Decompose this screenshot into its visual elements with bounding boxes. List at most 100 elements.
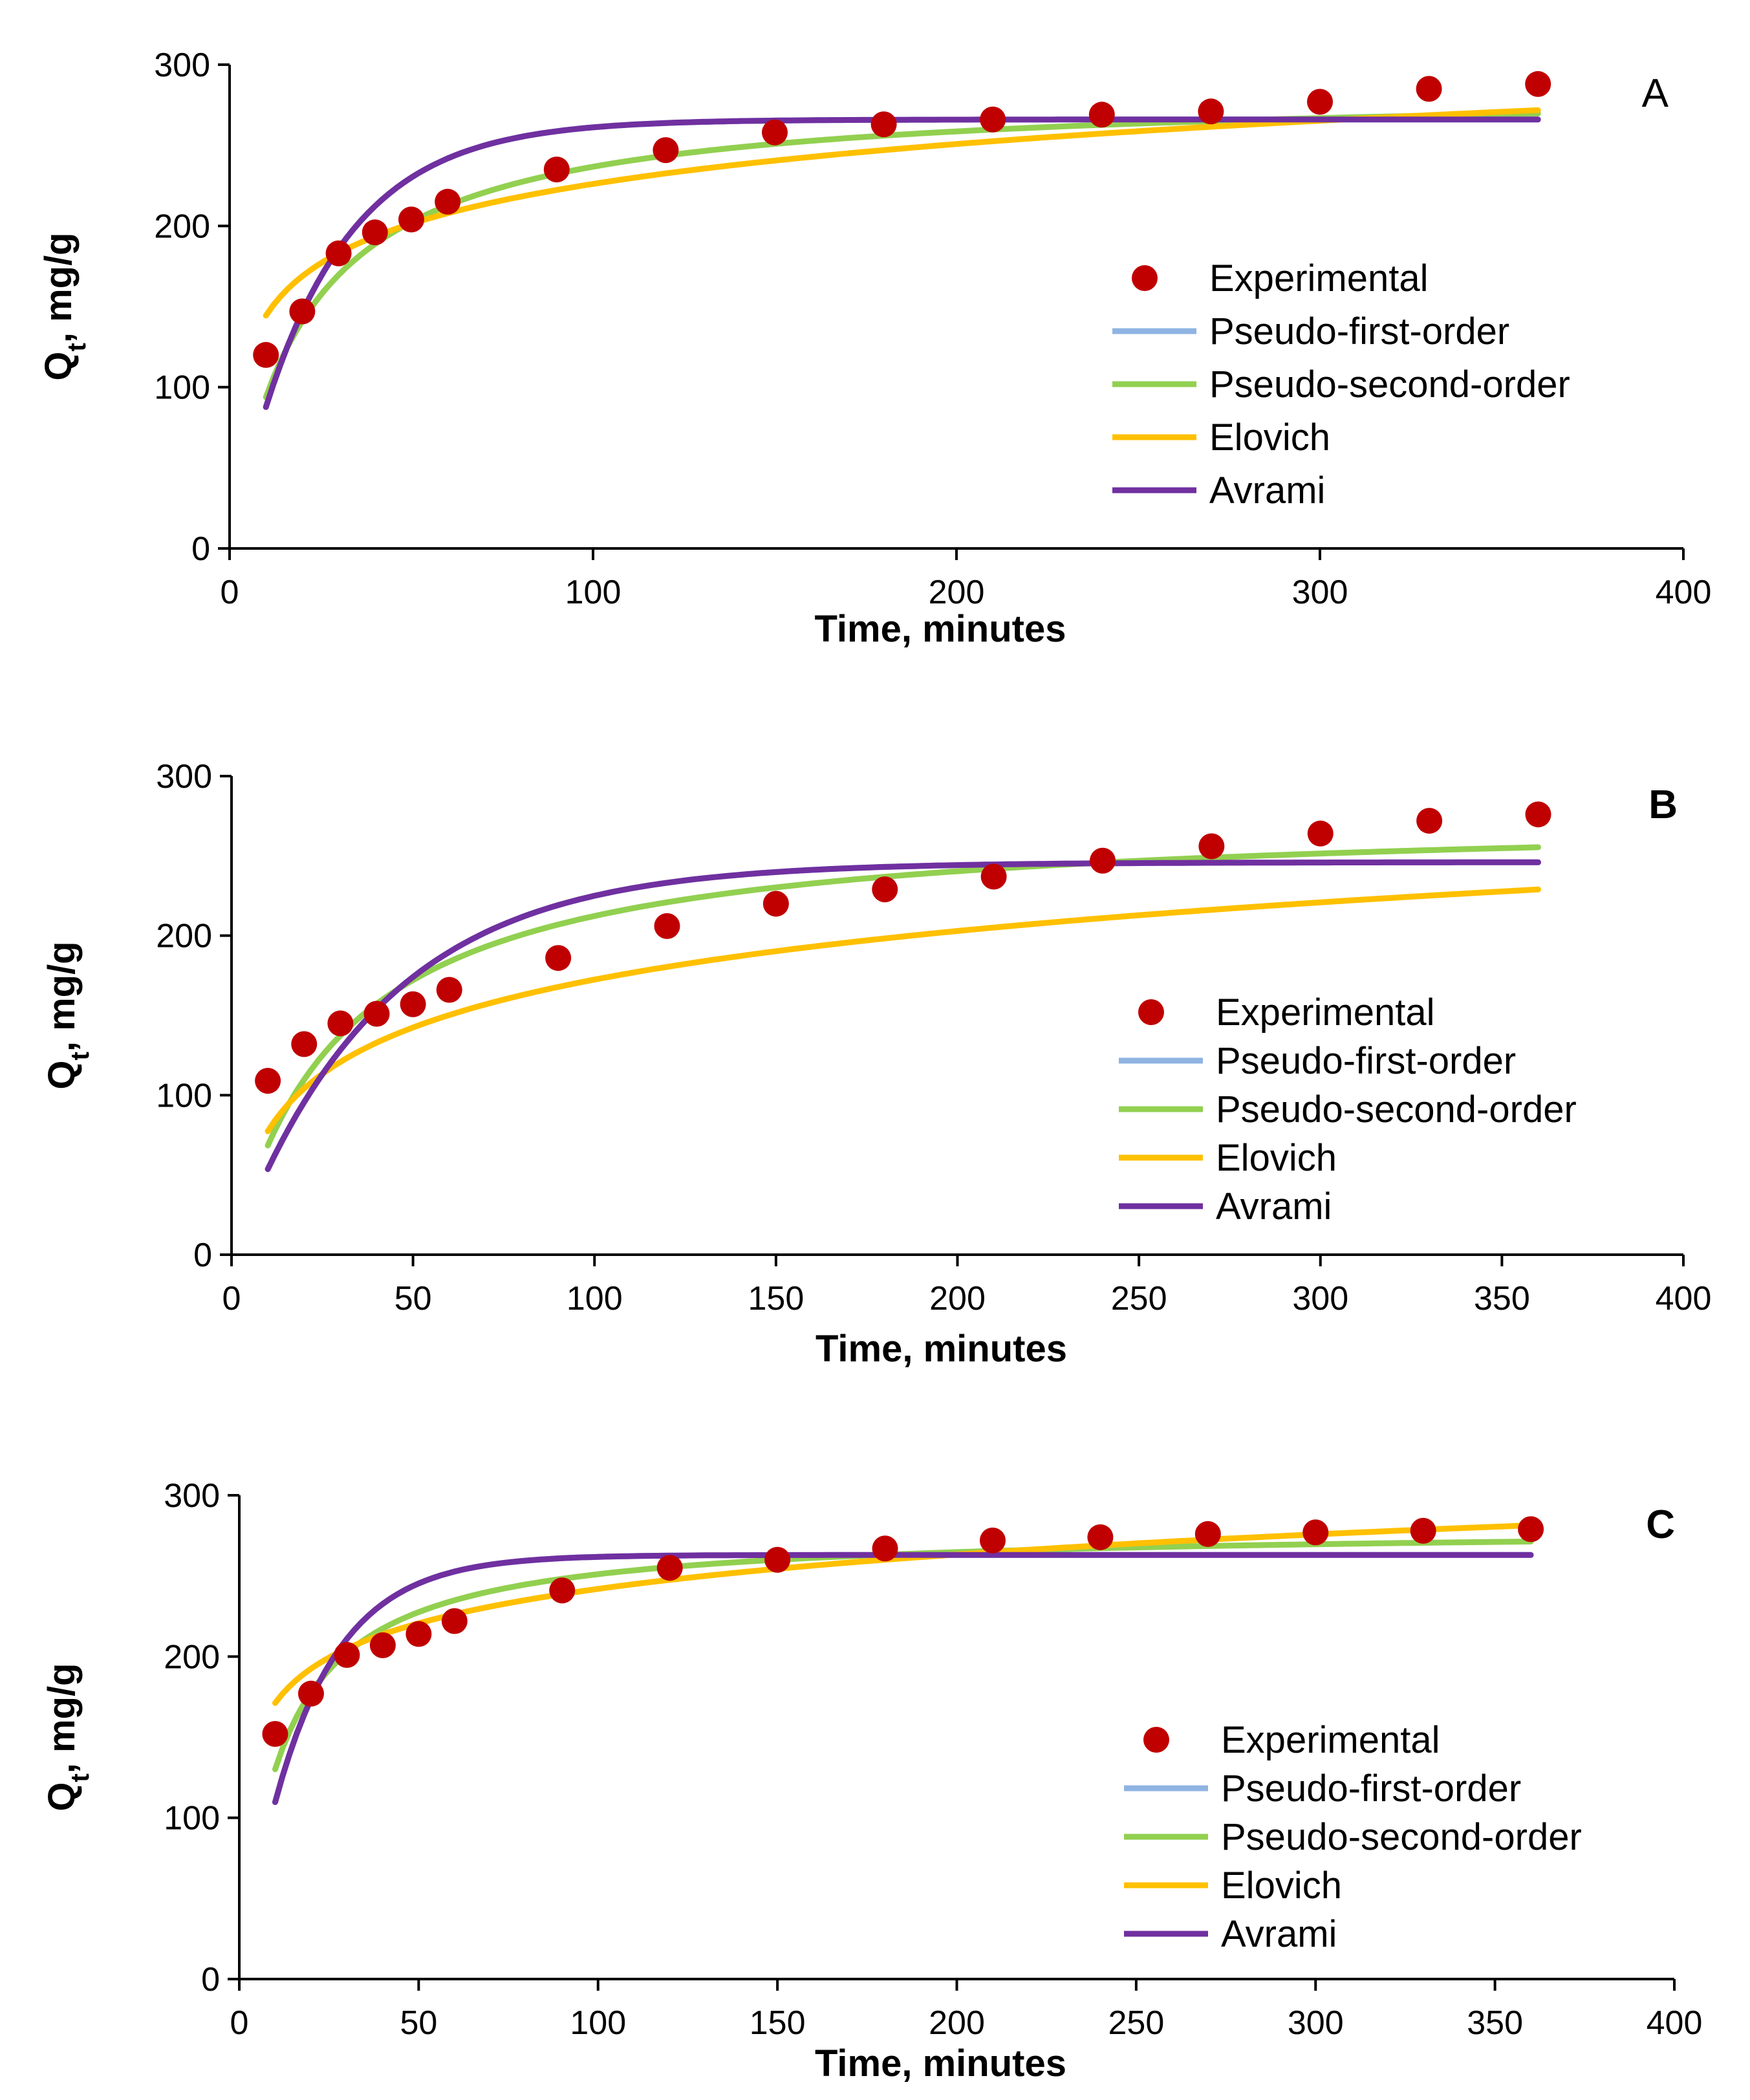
legend-label: Avrami [1209, 470, 1325, 512]
data-point-experimental [979, 1527, 1006, 1553]
y-tick-label: 100 [156, 1077, 212, 1114]
x-tick-label: 100 [570, 2004, 626, 2042]
y-axis-title-rest: , mg/g [41, 941, 83, 1052]
data-point-experimental [327, 1010, 354, 1037]
data-point-experimental [1525, 801, 1551, 828]
legend: Experimental Pseudo-first-order Pseudo-sec… [1124, 1719, 1582, 1955]
x-tick-label: 350 [1474, 1280, 1530, 1317]
y-axis-title: Qt, mg/g [41, 941, 94, 1089]
y-axis-title-main: Q [41, 1060, 83, 1089]
data-point-experimental [289, 298, 316, 325]
x-tick-label: 150 [750, 2004, 806, 2042]
legend-label: Pseudo-first-order [1216, 1040, 1516, 1082]
data-point-experimental [436, 977, 462, 1003]
legend-label: Avrami [1216, 1185, 1332, 1228]
y-tick-label: 100 [164, 1800, 220, 1837]
legend-marker-experimental [1143, 1727, 1169, 1753]
data-point-experimental [1518, 1516, 1544, 1543]
data-point-experimental [653, 137, 679, 164]
panel-label: B [1648, 783, 1678, 827]
data-point-experimental [1088, 102, 1115, 128]
curve-elovich [265, 886, 1541, 1134]
legend-marker-experimental [1138, 999, 1164, 1025]
data-point-experimental [363, 1001, 390, 1027]
curve-pseudo-second-order [265, 844, 1541, 1149]
legend-label: Elovich [1209, 417, 1330, 459]
x-tick-label: 400 [1647, 2004, 1703, 2042]
data-point-experimental [762, 891, 789, 917]
data-point-experimental [656, 1555, 683, 1581]
data-point-experimental [980, 106, 1006, 133]
curve-avrami [265, 859, 1541, 1173]
chart-panel-c: 0 100 200 300 0 50 100 150 200 250 300 350 400 Time, … [41, 1477, 1702, 2084]
y-tick-label: 300 [164, 1477, 220, 1515]
data-point-experimental [325, 240, 352, 266]
data-point-experimental [334, 1641, 360, 1668]
panel-label: C [1646, 1502, 1675, 1547]
legend-marker-experimental [1132, 265, 1158, 291]
x-tick-label: 0 [222, 1280, 241, 1317]
y-axis-title-sub: t [66, 1052, 94, 1060]
x-tick-label: 400 [1656, 1280, 1712, 1317]
data-point-experimental [398, 206, 424, 233]
x-tick-label: 250 [1111, 1280, 1167, 1317]
data-point-experimental [435, 188, 461, 215]
x-axis-title: Time, minutes [816, 1328, 1067, 1370]
legend: Experimental Pseudo-first-order Pseudo-sec… [1112, 257, 1570, 512]
x-tick-label: 350 [1467, 2004, 1523, 2042]
legend-label: Pseudo-first-order [1209, 310, 1509, 352]
data-point-experimental [255, 1068, 281, 1094]
x-tick-label: 0 [230, 2004, 249, 2042]
legend-label: Experimental [1216, 991, 1434, 1034]
data-point-experimental [1090, 847, 1116, 874]
data-point-experimental [441, 1608, 468, 1634]
chart-panel-a: 0 100 200 300 0 100 200 300 400 Time, minutes Qt, … [38, 47, 1711, 650]
data-point-experimental [764, 1546, 791, 1573]
x-tick-label: 400 [1656, 574, 1712, 611]
legend-label: Pseudo-second-order [1209, 363, 1570, 406]
data-point-experimental [1087, 1524, 1114, 1550]
data-point-experimental [545, 945, 572, 971]
data-point-experimental [405, 1621, 432, 1647]
y-axis-title-rest: , mg/g [41, 1663, 83, 1773]
y-tick-label: 200 [154, 208, 210, 245]
y-axis-title: Qt, mg/g [41, 1663, 94, 1811]
y-axis-title-main: Q [41, 1782, 83, 1811]
legend-label: Pseudo-first-order [1221, 1768, 1521, 1810]
chart-panel-b: 0 100 200 300 0 50 100 150 200 250 300 350 400 Time, … [41, 758, 1711, 1370]
curve-avrami [263, 116, 1541, 410]
x-tick-label: 300 [1292, 574, 1348, 611]
x-tick-label: 100 [567, 1280, 623, 1317]
legend-label: Experimental [1209, 257, 1428, 299]
y-tick-label: 300 [156, 758, 212, 796]
x-axis-title: Time, minutes [815, 608, 1066, 650]
data-point-experimental [1198, 833, 1225, 860]
x-tick-label: 300 [1288, 2004, 1344, 2042]
x-tick-label: 200 [929, 1280, 986, 1317]
legend-label: Elovich [1221, 1865, 1342, 1907]
data-point-experimental [543, 157, 570, 183]
y-tick-label: 300 [154, 47, 210, 84]
data-point-experimental [1525, 70, 1551, 97]
data-point-experimental [1198, 98, 1224, 125]
legend-label: Pseudo-second-order [1216, 1088, 1577, 1131]
data-point-experimental [1416, 76, 1442, 102]
data-point-experimental [1410, 1517, 1436, 1544]
y-tick-label: 0 [193, 1237, 212, 1274]
x-axis-title: Time, minutes [815, 2042, 1066, 2084]
x-tick-label: 200 [929, 2004, 985, 2042]
data-point-experimental [297, 1680, 324, 1707]
data-point-experimental [1307, 820, 1334, 847]
data-point-experimental [1302, 1519, 1329, 1546]
legend-label: Elovich [1216, 1137, 1337, 1179]
data-point-experimental [980, 863, 1007, 890]
y-axis-title: Qt, mg/g [38, 232, 91, 380]
x-tick-label: 50 [394, 1280, 432, 1317]
y-tick-label: 0 [201, 1961, 220, 1998]
legend-label: Experimental [1221, 1719, 1440, 1761]
data-point-experimental [262, 1721, 288, 1748]
data-point-experimental [1307, 89, 1333, 115]
data-point-experimental [762, 119, 788, 146]
data-point-experimental [872, 1535, 898, 1562]
